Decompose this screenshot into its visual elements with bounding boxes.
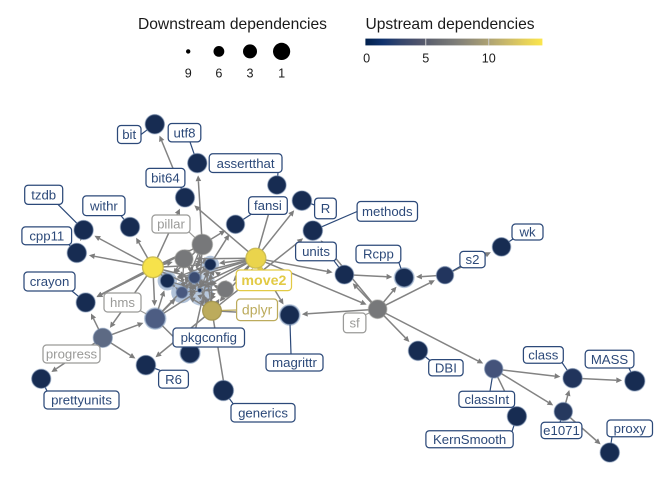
svg-text:wk: wk — [518, 225, 536, 240]
svg-text:classInt: classInt — [464, 392, 509, 407]
svg-text:proxy: proxy — [614, 421, 647, 436]
svg-text:generics: generics — [238, 405, 288, 420]
svg-text:methods: methods — [362, 204, 413, 219]
svg-text:e1071: e1071 — [543, 423, 580, 438]
svg-text:withr: withr — [89, 198, 118, 213]
svg-text:assertthat: assertthat — [217, 156, 275, 171]
svg-text:tzdb: tzdb — [31, 187, 56, 202]
svg-text:Downstream dependencies: Downstream dependencies — [138, 16, 327, 33]
svg-text:5: 5 — [422, 52, 429, 66]
svg-text:move2: move2 — [241, 273, 286, 289]
svg-text:cpp11: cpp11 — [29, 228, 64, 243]
svg-text:0: 0 — [363, 52, 370, 66]
svg-text:prettyunits: prettyunits — [51, 393, 112, 408]
svg-text:9: 9 — [185, 67, 192, 81]
svg-text:1: 1 — [278, 67, 285, 81]
svg-text:class: class — [528, 348, 558, 363]
svg-text:dplyr: dplyr — [242, 301, 273, 317]
svg-text:progress: progress — [46, 347, 98, 362]
svg-text:3: 3 — [246, 67, 253, 81]
svg-text:bit64: bit64 — [151, 170, 180, 185]
svg-text:bit: bit — [122, 127, 136, 142]
svg-text:DBI: DBI — [435, 360, 457, 375]
svg-text:pkgconfig: pkgconfig — [181, 330, 237, 345]
svg-text:utf8: utf8 — [174, 125, 196, 140]
svg-text:units: units — [302, 244, 330, 259]
svg-text:R: R — [321, 201, 331, 216]
svg-text:hms: hms — [110, 295, 135, 310]
svg-text:sf: sf — [349, 316, 360, 331]
svg-text:pillar: pillar — [157, 217, 185, 232]
svg-text:10: 10 — [482, 52, 496, 66]
svg-text:crayon: crayon — [30, 274, 70, 289]
svg-text:fansi: fansi — [254, 198, 282, 213]
svg-text:R6: R6 — [165, 372, 182, 387]
svg-text:KernSmooth: KernSmooth — [433, 432, 506, 447]
svg-text:6: 6 — [215, 67, 222, 81]
svg-text:s2: s2 — [466, 252, 480, 267]
svg-text:MASS: MASS — [591, 352, 629, 367]
svg-text:magrittr: magrittr — [272, 355, 317, 370]
svg-text:Upstream dependencies: Upstream dependencies — [366, 16, 535, 33]
svg-text:Rcpp: Rcpp — [363, 247, 394, 262]
